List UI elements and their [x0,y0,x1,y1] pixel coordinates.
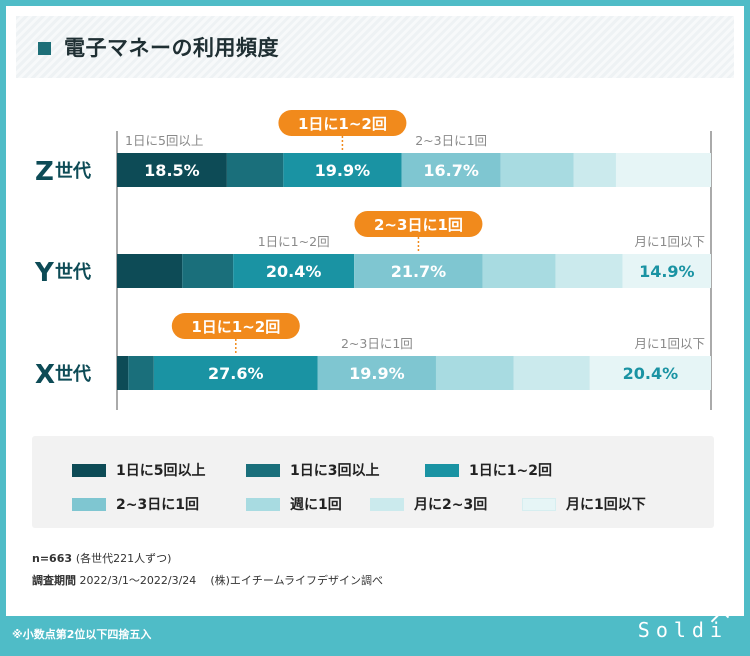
segment-top-label: 2~3日に1回 [415,133,487,148]
bar-segment [117,356,129,390]
generation-label: Y [34,258,55,288]
generation-label-suffix: 世代 [55,364,91,385]
highlight-callout [171,313,300,339]
legend-label: 週に1回 [290,497,342,513]
bar-segment [354,254,483,288]
legend-label: 1日に3回以上 [290,463,380,479]
title-banner: 電子マネーの利用頻度 [16,16,734,78]
highlight-callout [278,110,407,136]
highlight-callout-label: 2~3日に1回 [374,216,463,234]
bar-segment [555,254,623,288]
legend-item: 月に1回以下 [522,494,646,514]
legend-item: 1日に3回以上 [246,460,379,480]
generation-label-suffix: 世代 [55,262,91,283]
highlight-callout-label: 1日に1~2回 [298,115,387,133]
stacked-bar-chart: Z 世代 18.5% 19.9% 16.7%1日に5回以上1日に1~2回2~3日に1回Y… [34,110,712,410]
bar-segment [117,254,183,288]
generation-label: X [35,360,55,390]
highlight-callout-label: 1日に1~2回 [191,318,280,336]
brand-logo: Soldi [638,609,730,642]
legend-item: 週に1回 [246,494,342,514]
page-title: 電子マネーの利用頻度 [64,36,279,60]
legend-swatch [425,463,459,477]
legend-label: 1日に1~2回 [469,463,552,479]
bar-segment [500,153,574,187]
legend-item: 1日に5回以上 [72,460,205,480]
legend-swatch [246,497,280,511]
legend-swatch [72,497,106,511]
data-label: 20.4% [266,262,322,281]
bar-segment [233,254,355,288]
legend-item: 2~3日に1回 [72,494,199,514]
generation-label-suffix: 世代 [55,161,91,182]
data-label: 16.7% [423,161,479,180]
bar-segment [283,153,402,187]
data-label: 20.4% [623,364,679,383]
bar-segment [435,356,514,390]
legend-item: 1日に1~2回 [425,460,552,480]
title-marker-icon [38,42,51,55]
generation-label: Z [35,157,54,187]
bar-segment [513,356,590,390]
bar-segment [573,153,616,187]
legend-swatch [522,497,556,511]
legend: 1日に5回以上 1日に3回以上 1日に1~2回 2~3日に1回 週に1回 月に2… [32,436,714,528]
data-label: 27.6% [208,364,264,383]
bar-segment [153,356,318,390]
bar-segment [622,254,711,288]
bar-segment [182,254,234,288]
legend-label: 月に2~3回 [414,497,488,513]
rounding-note: ※小数点第2位以下四捨五入 [12,628,152,641]
bar-segment [226,153,284,187]
segment-top-label: 月に1回以下 [635,234,705,249]
data-label: 21.7% [391,262,447,281]
bar-segment [615,153,711,187]
survey-period: 調査期間 2022/3/1〜2022/3/24 (株)エイチームライフデザイン調… [32,574,384,587]
data-label: 19.9% [349,364,405,383]
bar-segment [401,153,501,187]
highlight-callout [354,211,483,237]
segment-top-label: 月に1回以下 [635,336,705,351]
bar-segment [128,356,154,390]
legend-item: 月に2~3回 [370,494,487,514]
segment-top-label: 2~3日に1回 [341,336,413,351]
legend-label: 2~3日に1回 [116,497,199,513]
legend-swatch [370,497,404,511]
segment-top-label: 1日に5回以上 [125,133,203,148]
chart-card: 電子マネーの利用頻度 Z 世代 18.5% 19.9% 16.7% 1日に5回以上 1日に1… [6,6,744,616]
data-label: 19.9% [315,161,371,180]
legend-swatch [246,463,280,477]
bar-segment [317,356,436,390]
bar-segment [482,254,556,288]
segment-top-label: 1日に1~2回 [258,234,330,249]
data-label: 18.5% [144,161,200,180]
legend-label: 月に1回以下 [566,497,646,513]
data-label: 14.9% [639,262,695,281]
bar-segment [117,153,227,187]
legend-label: 1日に5回以上 [116,463,206,479]
legend-swatch [72,463,106,477]
bar-segment [589,356,711,390]
sample-size: n=663 (各世代221人ずつ) [32,552,172,565]
